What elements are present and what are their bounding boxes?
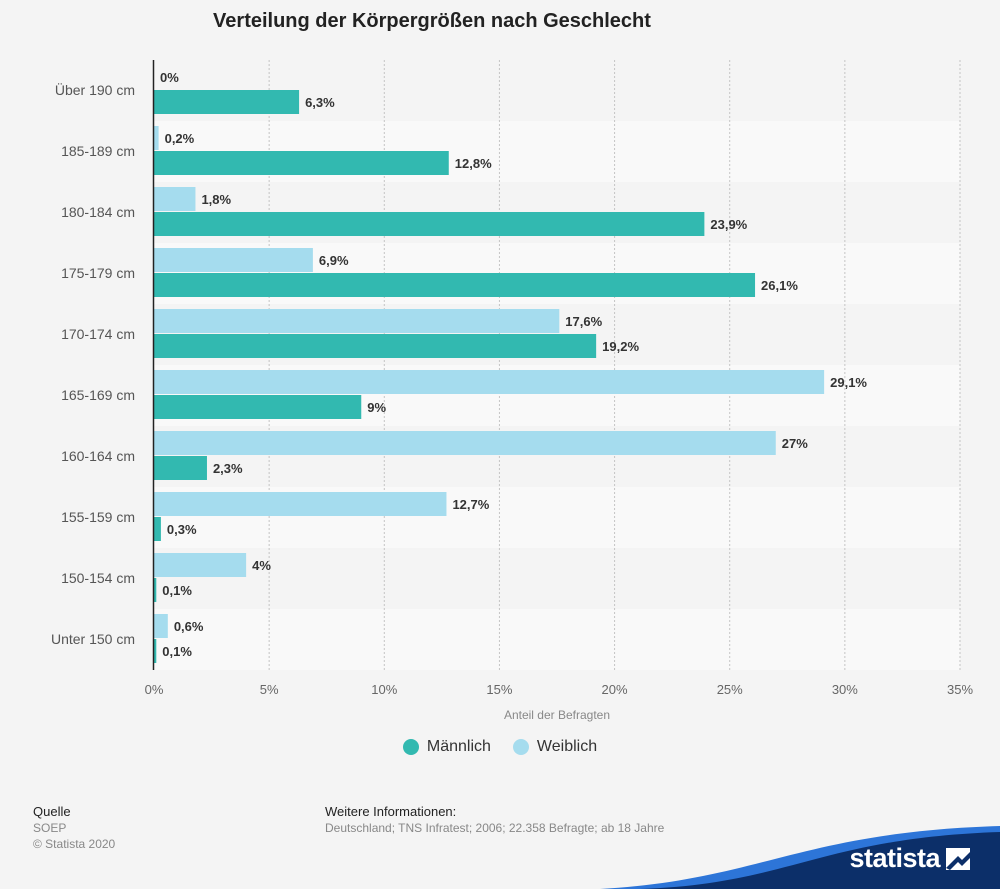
data-label-weiblich: 4% — [252, 558, 271, 573]
data-label-weiblich: 29,1% — [830, 375, 867, 390]
bar-maennlich — [154, 639, 157, 663]
category-label: 150-154 cm — [61, 570, 135, 586]
bar-maennlich — [154, 273, 756, 297]
data-label-maennlich: 26,1% — [761, 278, 798, 293]
x-tick-label: 20% — [602, 682, 628, 697]
category-label: Unter 150 cm — [51, 631, 135, 647]
bar-weiblich — [154, 553, 247, 577]
info-value: Deutschland; TNS Infratest; 2006; 22.358… — [325, 821, 665, 835]
bar-maennlich — [154, 456, 207, 480]
data-label-weiblich: 17,6% — [565, 314, 602, 329]
category-label: 160-164 cm — [61, 448, 135, 464]
data-label-weiblich: 0,6% — [174, 619, 204, 634]
data-labels: 0% 6,3% 0,2% 12,8% 1,8% 23,9% 6,9% 26,1% 17,6%19… — [160, 70, 867, 659]
copyright: © Statista 2020 — [33, 837, 116, 851]
bar-maennlich — [154, 90, 300, 114]
category-label: Über 190 cm — [55, 81, 135, 98]
data-label-maennlich: 2,3% — [213, 461, 243, 476]
x-axis-label: Anteil der Befragten — [504, 708, 610, 722]
row-band — [154, 609, 960, 670]
bar-maennlich — [154, 578, 157, 602]
row-band — [154, 548, 960, 609]
legend-dot-maennlich — [402, 739, 419, 755]
data-label-weiblich: 6,9% — [319, 253, 349, 268]
data-label-maennlich: 0,1% — [162, 583, 192, 598]
data-label-weiblich: 0% — [160, 70, 179, 85]
chart-title: Verteilung der Körpergrößen nach Geschle… — [213, 10, 651, 32]
bar-maennlich — [154, 151, 449, 175]
legend-item-maennlich[interactable]: Männlich — [402, 738, 491, 756]
x-tick-label: 0% — [145, 682, 164, 697]
bar-weiblich — [154, 492, 447, 516]
bar-weiblich — [154, 309, 560, 333]
bar-weiblich — [154, 248, 313, 272]
data-label-maennlich: 6,3% — [305, 95, 335, 110]
statista-logo-icon — [946, 848, 970, 870]
category-label: 185-189 cm — [61, 143, 135, 159]
data-label-maennlich: 19,2% — [602, 339, 639, 354]
legend-label-weiblich: Weiblich — [536, 738, 598, 755]
data-label-maennlich: 23,9% — [710, 217, 747, 232]
x-axis-ticks: 0% 5% 10% 15% 20% 25% 30% 35% — [145, 682, 974, 697]
data-label-maennlich: 0,3% — [167, 522, 197, 537]
info-block: Weitere Informationen: Deutschland; TNS … — [325, 804, 664, 836]
bar-maennlich — [154, 334, 597, 358]
source-value[interactable]: SOEP — [33, 821, 67, 835]
category-label: 155-159 cm — [61, 509, 135, 525]
bar-maennlich — [154, 395, 362, 419]
bar-weiblich — [154, 370, 825, 394]
data-label-maennlich: 0,1% — [162, 644, 192, 659]
x-tick-label: 35% — [947, 682, 973, 697]
bar-weiblich — [154, 614, 168, 638]
category-label: 165-169 cm — [61, 387, 135, 403]
gridlines — [268, 60, 961, 670]
data-label-weiblich: 27% — [782, 436, 808, 451]
x-tick-label: 25% — [717, 682, 743, 697]
x-tick-label: 15% — [486, 682, 512, 697]
data-label-maennlich: 12,8% — [455, 156, 492, 171]
bar-weiblich — [154, 187, 196, 211]
category-labels: Über 190 cm 185-189 cm 180-184 cm 175-179 c… — [51, 81, 135, 647]
bars — [154, 90, 825, 663]
data-label-maennlich: 9% — [367, 400, 386, 415]
x-tick-label: 10% — [371, 682, 397, 697]
legend: Männlich Weiblich — [0, 738, 1000, 756]
category-label: 170-174 cm — [61, 326, 135, 342]
statista-logo[interactable]: statista — [849, 843, 940, 873]
category-label: 180-184 cm — [61, 204, 135, 220]
x-tick-label: 30% — [832, 682, 858, 697]
bar-maennlich — [154, 517, 161, 541]
data-label-weiblich: 1,8% — [201, 192, 231, 207]
data-label-weiblich: 12,7% — [452, 497, 489, 512]
legend-item-weiblich[interactable]: Weiblich — [512, 738, 598, 756]
bar-weiblich — [154, 431, 776, 455]
x-tick-label: 5% — [260, 682, 279, 697]
data-label-weiblich: 0,2% — [165, 131, 195, 146]
category-label: 175-179 cm — [61, 265, 135, 281]
legend-label-maennlich: Männlich — [426, 738, 491, 755]
source-block: Quelle SOEP © Statista 2020 — [33, 804, 115, 852]
legend-dot-weiblich — [512, 739, 529, 755]
info-heading: Weitere Informationen: — [325, 804, 457, 819]
source-heading: Quelle — [33, 804, 71, 819]
bar-maennlich — [154, 212, 705, 236]
bar-weiblich — [154, 126, 159, 150]
